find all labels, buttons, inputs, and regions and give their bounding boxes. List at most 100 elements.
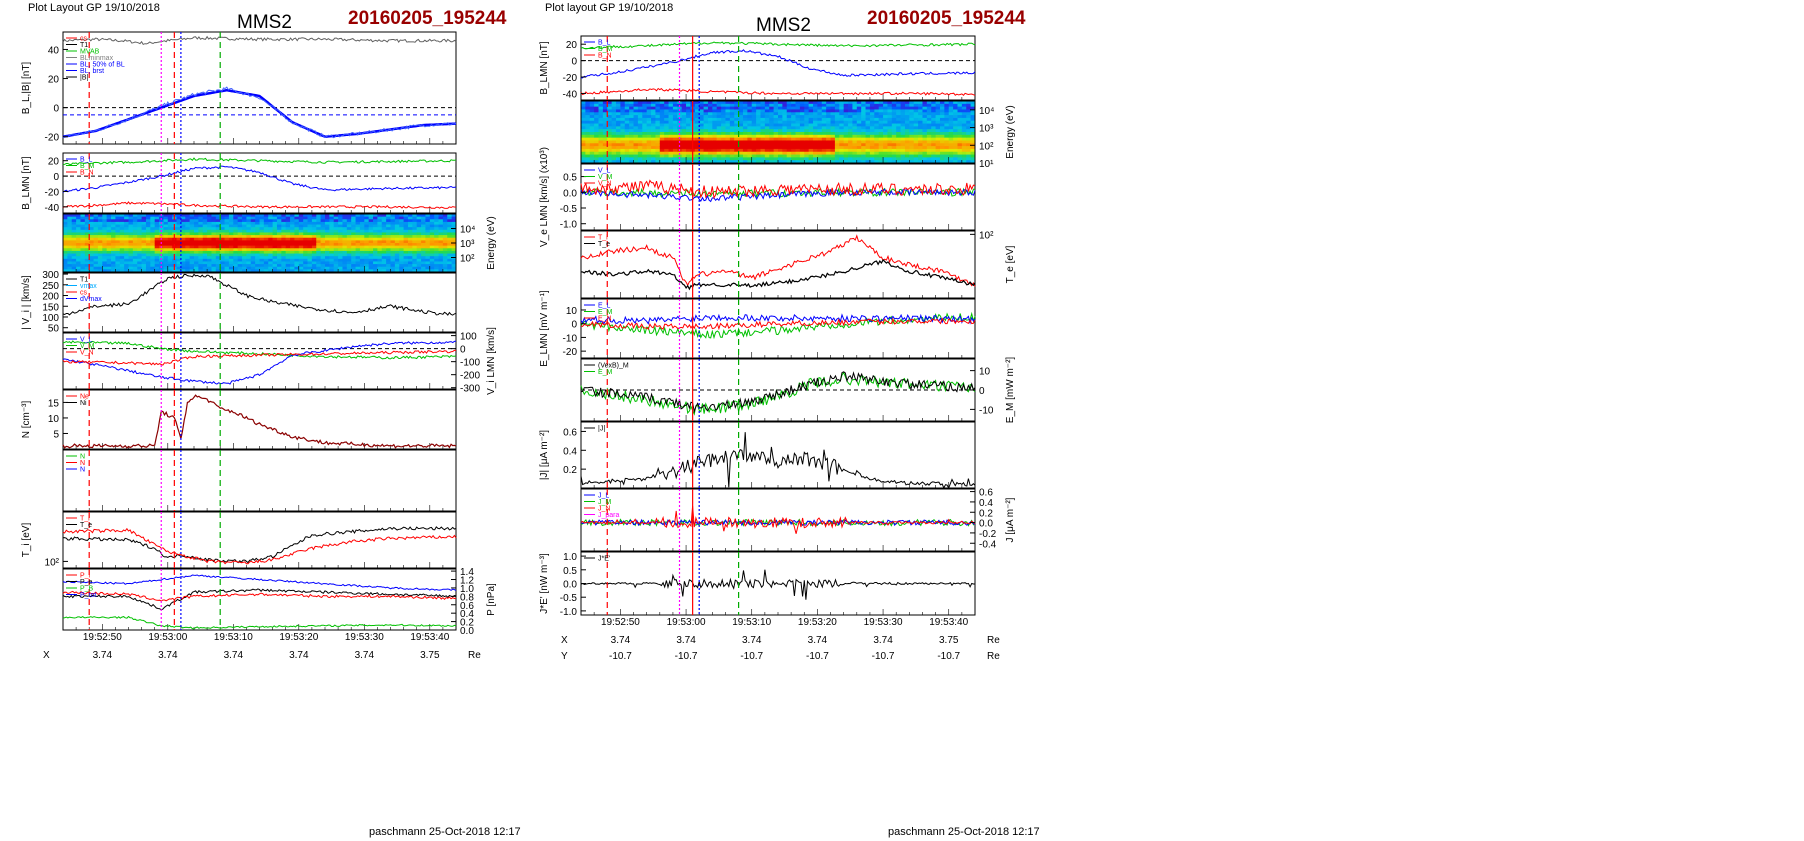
spectrogram-cell (756, 137, 761, 141)
spectrogram-cell (633, 117, 639, 122)
spectrogram-cell (189, 216, 195, 220)
spectrogram-cell (852, 126, 858, 130)
spectrogram-cell (865, 143, 871, 147)
spectrogram-cell (725, 151, 731, 155)
spectrogram-cell (878, 115, 884, 119)
spectrogram-cell (633, 129, 639, 133)
spectrogram-cell (316, 250, 322, 254)
spectrogram-cell (799, 151, 805, 155)
spectrogram-cell (421, 214, 426, 218)
spectrogram-cell (821, 137, 827, 141)
spectrogram-cell (939, 146, 945, 150)
legend-label: V_N (80, 350, 94, 357)
spectrogram-cell (451, 258, 457, 262)
spectrogram-cell (381, 269, 387, 273)
spectrogram-cell (237, 258, 243, 262)
series-line (580, 234, 976, 287)
spectrogram-cell (826, 112, 831, 116)
spectrogram-cell (250, 229, 256, 233)
spectrogram-cell (602, 132, 608, 136)
y-axis-title: B_LMN [nT] (21, 156, 32, 210)
spectrogram-cell (852, 140, 858, 144)
spectrogram-cell (368, 269, 374, 273)
spectrogram-cell (159, 256, 164, 260)
spectrogram-cell (189, 258, 195, 262)
spectrogram-cell (931, 134, 936, 139)
spectrogram-cell (861, 134, 866, 139)
spectrogram-cell (887, 140, 893, 144)
spectrogram-cell (808, 123, 814, 127)
spectrogram-cell (607, 101, 613, 105)
spectrogram-cell (250, 221, 256, 225)
spectrogram-cell (447, 250, 453, 254)
spectrogram-cell (817, 101, 823, 105)
spectrogram-cell (145, 237, 151, 241)
spectrogram-cell (237, 245, 243, 249)
spectrogram-cell (764, 157, 770, 161)
spectrogram-cell (694, 117, 700, 122)
spectrogram-cell (756, 126, 761, 130)
spectrogram-cell (442, 264, 448, 268)
time-tick-label: 19:53:00 (148, 632, 187, 643)
spectrogram-cell (111, 235, 116, 239)
spectrogram-cell (791, 148, 796, 153)
spectrogram-cell (869, 137, 875, 141)
spectrogram-cell (953, 117, 958, 122)
spectrogram-cell (281, 256, 287, 260)
spectrogram-cell (834, 132, 840, 136)
spectrogram-cell (909, 134, 915, 139)
spectrogram-cell (198, 256, 204, 260)
spectrogram-cell (804, 151, 810, 155)
spectrogram-cell (734, 154, 739, 158)
time-tick-label: 19:53:20 (279, 632, 318, 643)
spectrogram-cell (390, 221, 396, 225)
spectrogram-cell (778, 132, 783, 136)
spectrogram-cell (830, 151, 836, 155)
spectrogram-cell (966, 146, 972, 150)
spectrogram-cell (412, 227, 418, 231)
spectrogram-cell (246, 250, 252, 254)
spectrogram-cell (970, 146, 976, 150)
spectrogram-cell (585, 112, 591, 116)
y-tick-label: 0.6 (979, 488, 993, 499)
spectrogram-cell (281, 235, 287, 239)
spectrogram-cell (734, 120, 739, 124)
spectrogram-cell (311, 214, 317, 218)
spectrogram-cell (869, 109, 875, 113)
spectrogram-cell (224, 261, 230, 265)
legend-label: T_i (80, 516, 90, 523)
spectrogram-cell (791, 160, 796, 164)
spectrogram-cell (961, 160, 967, 164)
y-axis-title: J*E' [nW m⁻³] (539, 553, 550, 614)
spectrogram-cell (734, 151, 739, 155)
spectrogram-cell (329, 256, 335, 260)
spectrogram-cell (694, 106, 700, 110)
spectrogram-cell (124, 237, 129, 241)
spectrogram-cell (817, 132, 823, 136)
spectrogram-cell (119, 245, 125, 249)
spectrogram-cell (865, 117, 871, 122)
spectrogram-cell (760, 134, 766, 139)
spectrogram-cell (377, 245, 383, 249)
spectrogram-cell (891, 129, 897, 133)
spectrogram-cell (207, 221, 212, 225)
spectrogram-cell (751, 115, 757, 119)
spectrogram-cell (316, 237, 322, 241)
spectrogram-cell (747, 157, 753, 161)
spectrogram-cell (646, 140, 652, 144)
spectrogram-cell (585, 134, 591, 139)
spectrogram-cell (699, 154, 704, 158)
spectrogram-cell (804, 143, 810, 147)
spectrogram-cell (63, 224, 68, 228)
spectrogram-cell (594, 143, 599, 147)
spectrogram-cell (804, 160, 810, 164)
spectrogram-cell (386, 221, 391, 225)
spectrogram-cell (442, 248, 448, 252)
spectrogram-cell (228, 221, 234, 225)
spectrogram-cell (624, 126, 630, 130)
spectrogram-cell (399, 229, 404, 233)
spectrogram-cell (355, 227, 361, 231)
spectrogram-cell (913, 154, 919, 158)
spectrogram-cell (616, 143, 621, 147)
spectrogram-cell (119, 250, 125, 254)
